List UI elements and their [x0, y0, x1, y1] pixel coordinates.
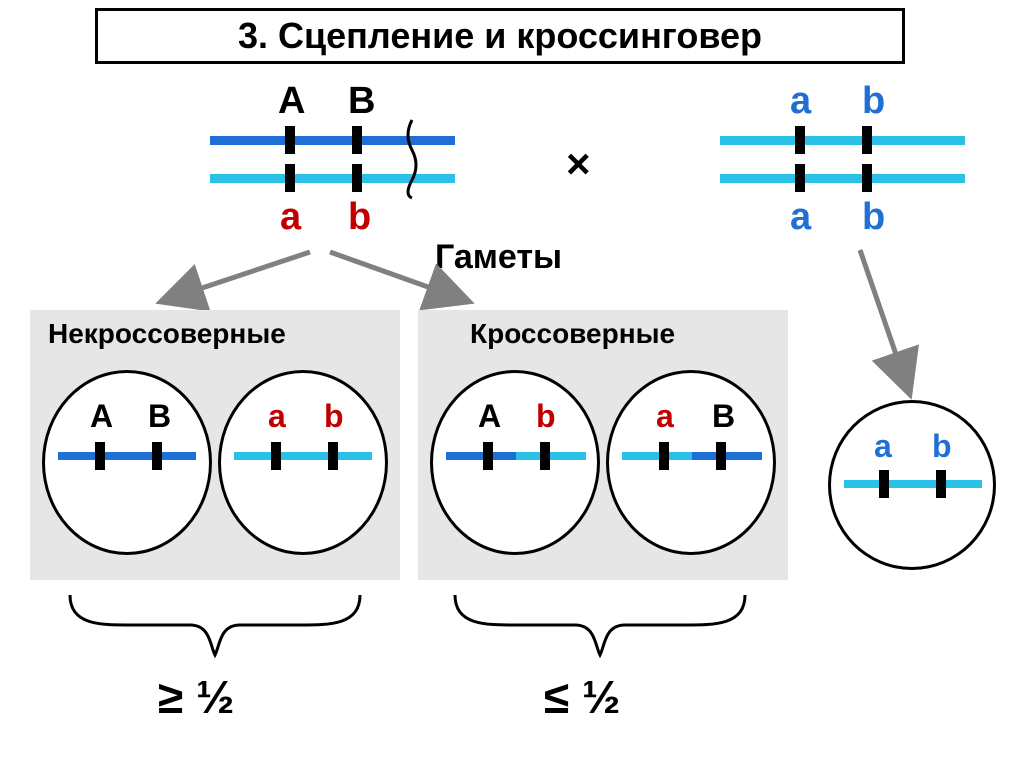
crossover-title: Кроссоверные — [470, 318, 675, 350]
gene-tick — [352, 126, 362, 154]
parent-left-chrom-bottom — [210, 174, 455, 183]
c2-chrom-left — [622, 452, 692, 460]
nc2-chrom — [234, 452, 372, 460]
gamete-nc1 — [42, 370, 212, 555]
gene-tick — [540, 442, 550, 470]
page-title: 3. Сцепление и кроссинговер — [238, 15, 762, 57]
nc2-a: a — [268, 398, 286, 435]
gene-tick — [152, 442, 162, 470]
gametes-label: Гаметы — [435, 238, 562, 277]
c1-b: b — [536, 398, 556, 435]
fraction-right: ≤ ½ — [544, 670, 620, 724]
fraction-left: ≥ ½ — [158, 670, 234, 724]
gene-tick — [95, 442, 105, 470]
gr-b: b — [932, 428, 952, 465]
gamete-nc2 — [218, 370, 388, 555]
nc1-chrom — [58, 452, 196, 460]
parent-left-b: b — [348, 196, 371, 239]
noncrossover-title: Некроссоверные — [48, 318, 286, 350]
gene-tick — [659, 442, 669, 470]
nc1-B: B — [148, 398, 171, 435]
nc1-A: A — [90, 398, 113, 435]
gene-tick — [716, 442, 726, 470]
c1-chrom-right — [516, 452, 586, 460]
c1-A: A — [478, 398, 501, 435]
parent-right-chrom-top — [720, 136, 965, 145]
nc2-b: b — [324, 398, 344, 435]
cross-symbol: × — [566, 140, 591, 188]
gene-tick — [285, 164, 295, 192]
c2-chrom-right — [692, 452, 762, 460]
gene-tick — [328, 442, 338, 470]
gene-tick — [352, 164, 362, 192]
gene-tick — [285, 126, 295, 154]
gene-tick — [862, 126, 872, 154]
parent-right-a-top: a — [790, 80, 811, 123]
parent-right-chrom-bottom — [720, 174, 965, 183]
gamete-c2 — [606, 370, 776, 555]
parent-right-b-top: b — [862, 80, 885, 123]
c2-a: a — [656, 398, 674, 435]
parent-left-B: B — [348, 80, 375, 123]
title-box: 3. Сцепление и кроссинговер — [95, 8, 905, 64]
parent-left-A: A — [278, 80, 305, 123]
parent-left-a: a — [280, 196, 301, 239]
gene-tick — [271, 442, 281, 470]
gr-a: a — [874, 428, 892, 465]
gene-tick — [795, 126, 805, 154]
gene-tick — [483, 442, 493, 470]
gene-tick — [795, 164, 805, 192]
gene-tick — [862, 164, 872, 192]
gamete-c1 — [430, 370, 600, 555]
parent-right-a-bot: a — [790, 196, 811, 239]
gene-tick — [936, 470, 946, 498]
c2-B: B — [712, 398, 735, 435]
gr-chrom — [844, 480, 982, 488]
parent-left-chrom-top — [210, 136, 455, 145]
gene-tick — [879, 470, 889, 498]
parent-right-b-bot: b — [862, 196, 885, 239]
c1-chrom-left — [446, 452, 516, 460]
